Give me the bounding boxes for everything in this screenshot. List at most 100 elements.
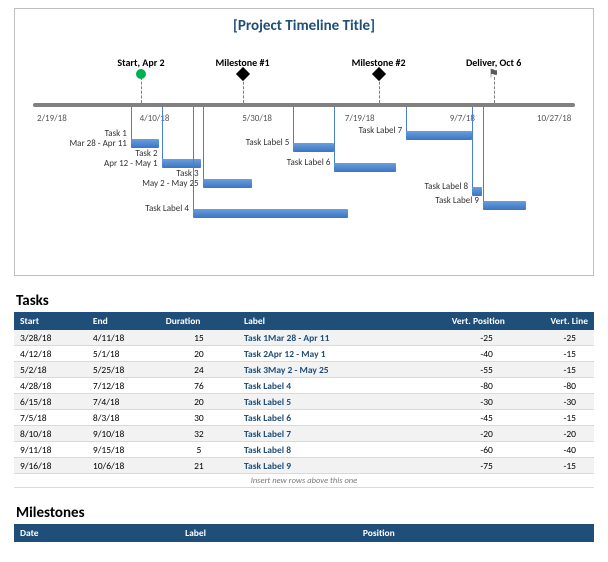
- milestones-col-header: Label: [179, 524, 357, 542]
- table-cell: Task Label 7: [238, 426, 401, 442]
- table-cell: 7/12/18: [87, 378, 160, 394]
- task-stem: [406, 107, 407, 133]
- table-cell: -15: [511, 410, 594, 426]
- task-bar: [334, 163, 396, 172]
- table-cell: 10/6/18: [87, 458, 160, 474]
- table-cell: 9/16/18: [14, 458, 87, 474]
- table-cell: 5/25/18: [87, 362, 160, 378]
- task-label: Task 2Apr 12 - May 1: [104, 149, 158, 169]
- chart-title: [Project Timeline Title]: [33, 17, 575, 35]
- task-stem: [162, 107, 163, 161]
- table-cell: Task Label 4: [238, 378, 401, 394]
- axis-line: [33, 103, 575, 107]
- task-label: Task 3May 2 - May 25: [142, 169, 198, 189]
- task-stem: [131, 107, 132, 141]
- axis-tick: 10/27/18: [537, 113, 571, 124]
- task-bar: [193, 209, 349, 218]
- table-cell: 4/28/18: [14, 378, 87, 394]
- table-cell: 4/11/18: [87, 330, 160, 346]
- table-cell: -15: [511, 346, 594, 362]
- table-cell: -25: [401, 330, 510, 346]
- task-stem: [193, 107, 194, 211]
- task-bar: [162, 159, 201, 168]
- timeline-chart: [Project Timeline Title] 2/19/18 4/10/18 5…: [14, 8, 594, 276]
- task-label: Task Label 9: [435, 196, 479, 206]
- table-cell: 30: [160, 410, 238, 426]
- table-cell: 76: [160, 378, 238, 394]
- task-stem: [203, 107, 204, 181]
- milestone-marker: [235, 67, 249, 81]
- table-cell: 5/1/18: [87, 346, 160, 362]
- insert-hint-row: Insert new rows above this one: [14, 474, 594, 488]
- task-stem: [334, 107, 335, 165]
- table-cell: -80: [401, 378, 510, 394]
- table-cell: -15: [511, 458, 594, 474]
- table-row: 3/28/184/11/1815Task 1Mar 28 - Apr 11-25…: [14, 330, 594, 346]
- table-cell: Task Label 5: [238, 394, 401, 410]
- task-stem: [293, 107, 294, 145]
- table-cell: Task Label 8: [238, 442, 401, 458]
- table-cell: -80: [511, 378, 594, 394]
- table-cell: 9/10/18: [87, 426, 160, 442]
- task-label: Task Label 6: [287, 158, 331, 168]
- table-cell: 3/28/18: [14, 330, 87, 346]
- tasks-col-header: Vert. Position: [401, 312, 510, 330]
- table-row: 8/10/189/10/1832Task Label 7-20-20: [14, 426, 594, 442]
- axis-tick: 4/10/18: [140, 113, 170, 124]
- table-row: 5/2/185/25/1824Task 3May 2 - May 25-55-1…: [14, 362, 594, 378]
- table-cell: -40: [511, 442, 594, 458]
- table-cell: -20: [401, 426, 510, 442]
- table-cell: -60: [401, 442, 510, 458]
- table-cell: Task 2Apr 12 - May 1: [238, 346, 401, 362]
- milestone-label: Start, Apr 2: [117, 56, 164, 69]
- table-cell: -40: [401, 346, 510, 362]
- table-row: 7/5/188/3/1830Task Label 6-45-15: [14, 410, 594, 426]
- task-bar: [293, 143, 334, 152]
- table-cell: 4/12/18: [14, 346, 87, 362]
- table-row: 6/15/187/4/1820Task Label 5-30-30: [14, 394, 594, 410]
- milestones-col-header: Position: [357, 524, 594, 542]
- task-bar: [483, 201, 526, 210]
- tasks-table: StartEndDurationLabelVert. PositionVert.…: [14, 312, 594, 488]
- table-cell: -15: [511, 362, 594, 378]
- task-bar: [131, 139, 160, 148]
- table-row: 4/12/185/1/1820Task 2Apr 12 - May 1-40-1…: [14, 346, 594, 362]
- table-cell: -20: [511, 426, 594, 442]
- tasks-col-header: Start: [14, 312, 87, 330]
- table-cell: 7/5/18: [14, 410, 87, 426]
- tasks-col-header: Label: [238, 312, 401, 330]
- table-cell: 6/15/18: [14, 394, 87, 410]
- task-label: Task 1Mar 28 - Apr 11: [69, 129, 126, 149]
- table-cell: -45: [401, 410, 510, 426]
- table-cell: 20: [160, 394, 238, 410]
- tasks-col-header: End: [87, 312, 160, 330]
- task-label: Task Label 7: [359, 126, 403, 136]
- table-cell: 9/11/18: [14, 442, 87, 458]
- tasks-section-title: Tasks: [16, 292, 594, 310]
- task-stem: [472, 107, 473, 189]
- axis-tick: 2/19/18: [37, 113, 67, 124]
- table-cell: Task 3May 2 - May 25: [238, 362, 401, 378]
- axis-tick: 5/30/18: [242, 113, 272, 124]
- table-cell: 5/2/18: [14, 362, 87, 378]
- table-row: 4/28/187/12/1876Task Label 4-80-80: [14, 378, 594, 394]
- task-stem: [483, 107, 484, 203]
- table-cell: 21: [160, 458, 238, 474]
- task-bar: [203, 179, 252, 188]
- tasks-col-header: Vert. Line: [511, 312, 594, 330]
- table-cell: 8/10/18: [14, 426, 87, 442]
- milestones-col-header: Date: [14, 524, 179, 542]
- table-cell: Task Label 6: [238, 410, 401, 426]
- table-cell: 24: [160, 362, 238, 378]
- table-cell: 20: [160, 346, 238, 362]
- tasks-col-header: Duration: [160, 312, 238, 330]
- milestones-section-title: Milestones: [16, 504, 594, 522]
- task-bar: [406, 131, 472, 140]
- task-label: Task Label 8: [424, 182, 468, 192]
- axis-tick: 7/19/18: [345, 113, 375, 124]
- table-cell: Task Label 9: [238, 458, 401, 474]
- table-cell: -30: [401, 394, 510, 410]
- table-cell: 5: [160, 442, 238, 458]
- milestone-marker: [372, 67, 386, 81]
- table-cell: -75: [401, 458, 510, 474]
